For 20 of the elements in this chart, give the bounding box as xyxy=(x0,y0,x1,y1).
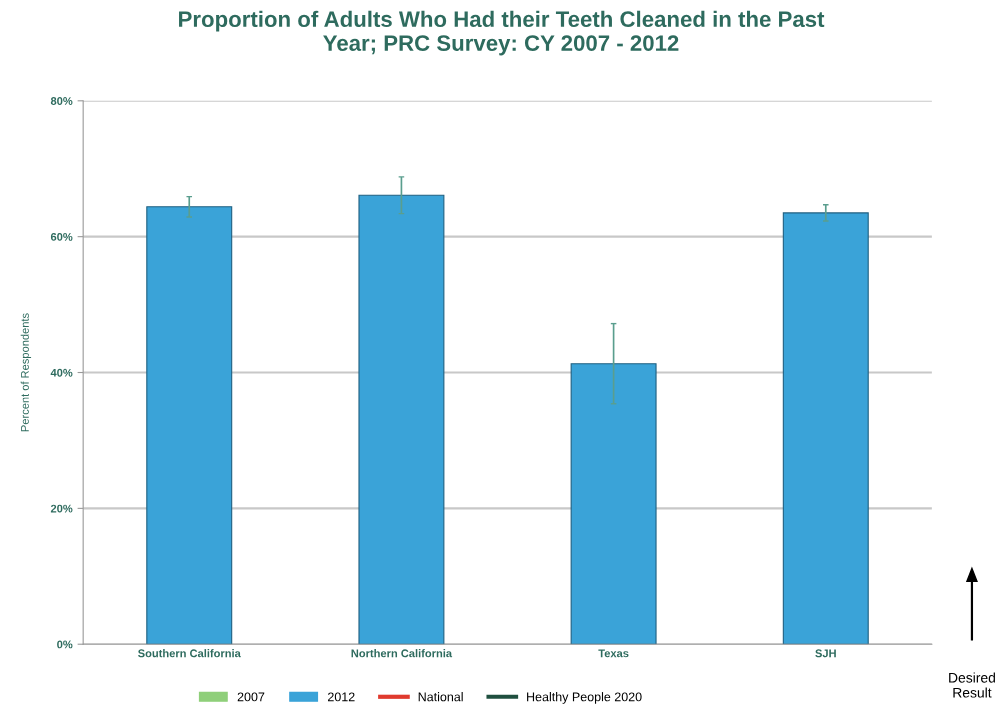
x-tick-label: Texas xyxy=(598,649,629,658)
x-tick-label: Southern California xyxy=(138,649,241,658)
bar xyxy=(782,212,869,645)
chart-title: Proportion of Adults Who Had their Teeth Cleaned in the Past Year; PRC Survey: CY 2007 - 2012 xyxy=(179,10,825,56)
legend-label: 2012 xyxy=(328,692,355,702)
bar xyxy=(570,363,657,645)
x-tick-label: Northern California xyxy=(351,649,453,658)
legend-label: Healthy People 2020 xyxy=(527,692,642,704)
text: Desired Result xyxy=(949,672,995,698)
legend-label: 2007 xyxy=(237,692,265,702)
y-tick-label: 60% xyxy=(50,232,73,241)
x-tick-label: SJH xyxy=(815,649,836,658)
bar xyxy=(358,194,445,645)
bar xyxy=(146,206,233,645)
y-tick-label: 80% xyxy=(50,97,73,105)
y-tick-label: 40% xyxy=(50,368,73,377)
y-tick-label: 0% xyxy=(57,640,73,649)
y-axis-title: Percent of Respondents xyxy=(20,313,32,432)
legend-label: National xyxy=(418,692,463,702)
y-tick-label: 20% xyxy=(50,504,73,513)
